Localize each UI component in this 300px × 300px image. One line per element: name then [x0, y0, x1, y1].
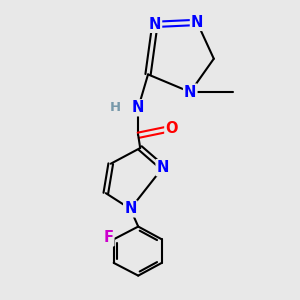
Text: N: N: [157, 160, 169, 175]
Text: H: H: [110, 101, 121, 114]
Text: N: N: [191, 15, 203, 30]
Text: N: N: [132, 100, 144, 115]
Text: O: O: [165, 121, 178, 136]
Text: N: N: [124, 201, 136, 216]
Text: F: F: [103, 230, 113, 245]
Text: N: N: [184, 85, 196, 100]
Text: N: N: [149, 17, 161, 32]
